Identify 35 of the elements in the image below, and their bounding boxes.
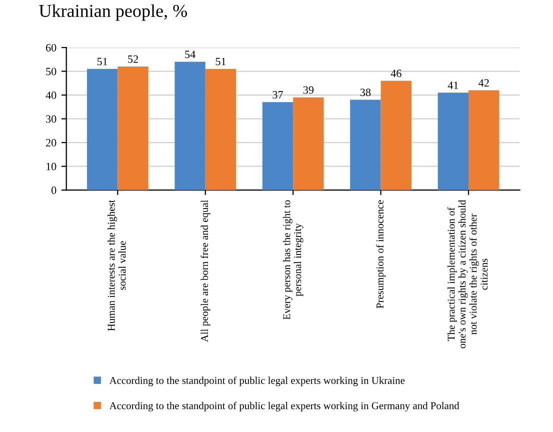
x-tick-label: Every person has the right to personal integrity [282, 200, 304, 320]
y-tick-label: 30 [46, 115, 56, 123]
chart-title: Ukrainian people, % [39, 4, 187, 21]
data-label: 41 [448, 82, 458, 89]
bar [118, 66, 148, 190]
bar [205, 68, 236, 190]
y-tick-label: 20 [46, 139, 56, 147]
y-tick-label: 0 [52, 186, 56, 194]
x-tick-label: Presumption of innocence [376, 200, 386, 308]
bar [174, 62, 206, 190]
data-label: 37 [272, 91, 283, 99]
data-label: 51 [97, 58, 108, 66]
y-tick-label: 50 [46, 68, 56, 76]
y-tick-label: 60 [46, 44, 56, 52]
y-tick-label: 40 [46, 92, 56, 100]
data-label: 39 [303, 86, 314, 94]
data-label: 52 [128, 55, 138, 63]
data-label: 54 [185, 50, 196, 58]
bar [380, 80, 412, 190]
bar [293, 97, 324, 190]
data-label: 38 [360, 88, 371, 96]
bar [468, 90, 500, 190]
x-tick-label: The practical implementation of one's own rights by a citizen should not violate the rights of other citizens [447, 200, 488, 348]
bar [262, 102, 294, 190]
x-tick-label: All people are born free and equal [200, 200, 210, 342]
legend-label: According to the standpoint of public legal experts working in Germany and Poland [109, 402, 460, 412]
y-tick-label: 10 [46, 162, 56, 170]
bar [438, 92, 469, 190]
bar [86, 68, 118, 190]
data-label: 51 [216, 58, 226, 66]
data-label: 42 [478, 79, 489, 87]
data-label: 46 [390, 70, 402, 78]
x-tick-label: Human interests are the highest social value [107, 200, 126, 331]
bar [350, 100, 381, 190]
legend-label: According to the standpoint of public legal experts working in Ukraine [109, 376, 405, 386]
